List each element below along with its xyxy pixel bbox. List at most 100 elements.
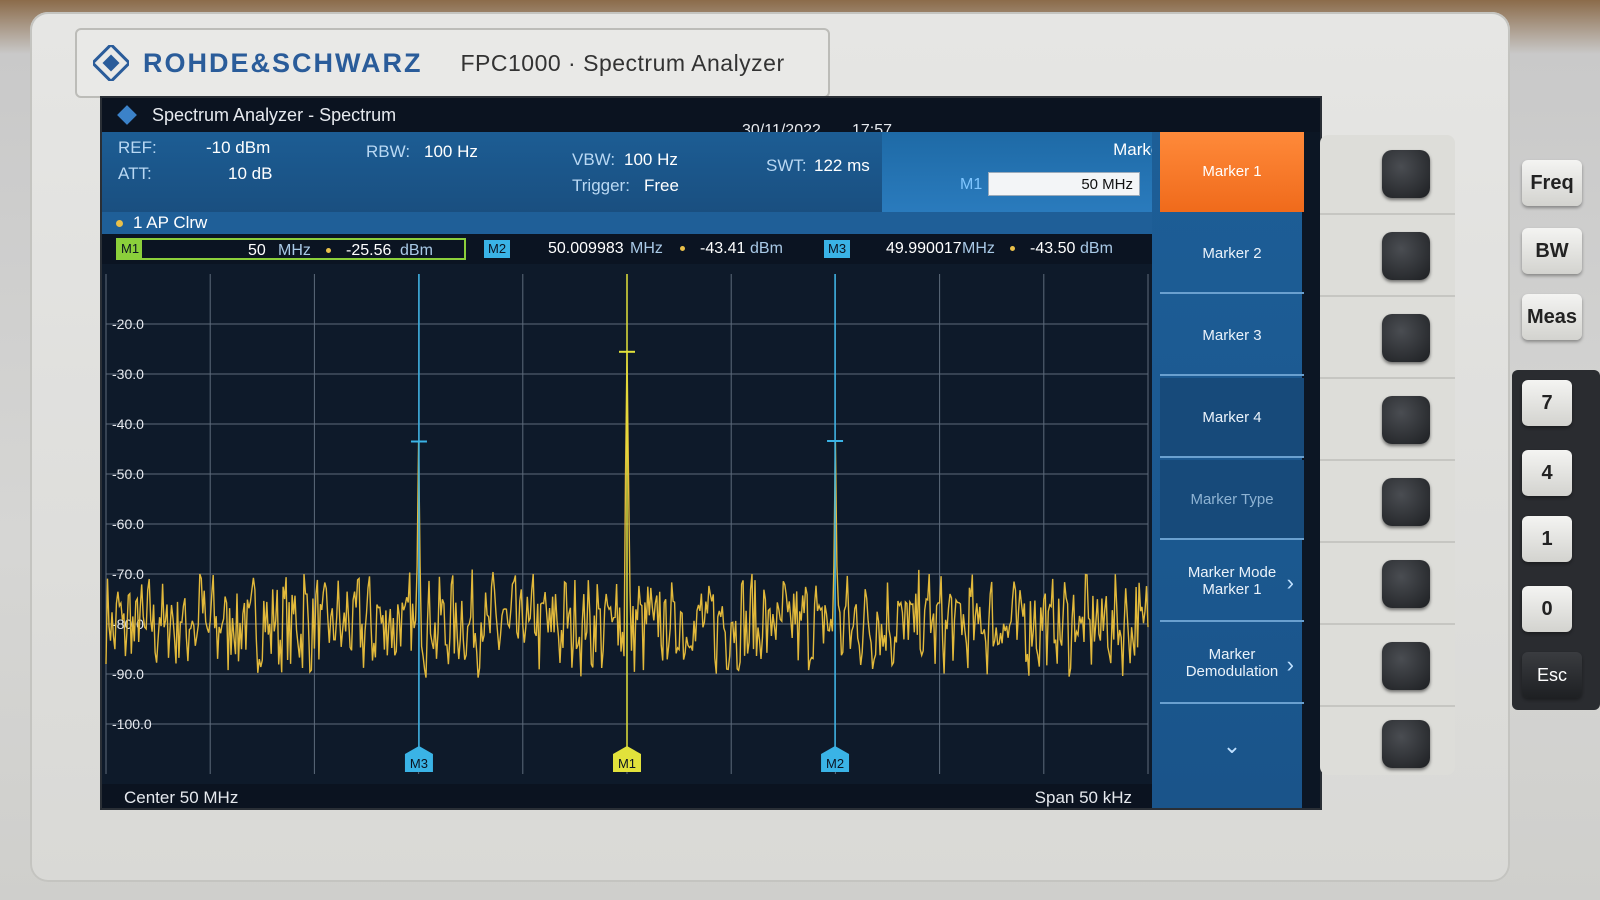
marker-2-freq: 50.009983	[548, 240, 624, 257]
softkey-marker-3[interactable]: Marker 3	[1160, 296, 1304, 376]
key-0[interactable]: 0	[1522, 586, 1572, 632]
hardware-softkey-column	[1320, 135, 1455, 775]
softkey-marker-type-label: Marker Type	[1190, 490, 1274, 508]
marker-2-freq-unit: MHz	[630, 240, 663, 257]
softkey-marker-1-label: Marker 1	[1202, 162, 1262, 180]
y-tick-label: -40.0	[112, 416, 144, 432]
softkey-marker-1[interactable]: Marker 1	[1160, 132, 1304, 212]
marker-1-tag: M1	[118, 240, 143, 258]
y-tick-label: -70.0	[112, 566, 144, 582]
rs-logo-icon	[117, 105, 137, 125]
marker-flag-label: M1	[618, 756, 636, 771]
marker-3-freq-unit: MHz	[962, 240, 995, 257]
key-1[interactable]: 1	[1522, 516, 1572, 562]
chevron-right-icon: ›	[1286, 652, 1294, 677]
marker-1-readout[interactable]: M1 50 MHz -25.56 dBm	[116, 238, 466, 260]
hardware-softkey-3[interactable]	[1382, 314, 1430, 362]
softkey-more[interactable]: ⌄	[1160, 706, 1304, 786]
ref-label: REF:	[118, 138, 157, 157]
hardware-softkey-7[interactable]	[1382, 642, 1430, 690]
marker-header: Marker M1 50 MHz	[882, 132, 1182, 212]
key-7[interactable]: 7	[1522, 380, 1572, 426]
hardware-softkey-6[interactable]	[1382, 560, 1430, 608]
trace-mode[interactable]: 1 AP Clrw	[133, 213, 208, 232]
softkey-marker-2-label: Marker 2	[1202, 244, 1262, 262]
hardware-softkey-2[interactable]	[1382, 232, 1430, 280]
trace-dot-icon	[116, 219, 123, 227]
marker-3-bullet-icon	[1010, 246, 1015, 251]
marker-2-bullet-icon	[680, 246, 685, 251]
marker-3-level: -43.50	[1030, 240, 1076, 257]
marker-1-level: -25.56	[346, 242, 392, 259]
brand-name: ROHDE&SCHWARZ	[143, 47, 423, 78]
marker-frequency-input[interactable]: 50 MHz	[988, 172, 1140, 196]
y-tick-label: -80.0	[112, 616, 144, 632]
marker-1-level-unit: dBm	[400, 242, 433, 259]
y-tick-label: -20.0	[112, 316, 144, 332]
marker-1-bullet-icon	[326, 248, 331, 253]
y-tick-label: -90.0	[112, 666, 144, 682]
divider	[1320, 705, 1455, 707]
hardware-softkey-5[interactable]	[1382, 478, 1430, 526]
divider	[1320, 541, 1455, 543]
softkey-menu: Marker 1 Marker 2 Marker 3 Marker 4 Mark…	[1152, 132, 1304, 808]
softkey-marker-4[interactable]: Marker 4	[1160, 378, 1304, 458]
trigger-value[interactable]: Free	[644, 176, 679, 195]
att-label: ATT:	[118, 164, 152, 183]
meas-key[interactable]: Meas	[1522, 294, 1582, 340]
brand-bar: ROHDE&SCHWARZ FPC1000 · Spectrum Analyze…	[75, 28, 830, 98]
title-bar: Spectrum Analyzer - Spectrum 30/11/2022 …	[102, 98, 1320, 139]
chevron-right-icon: ›	[1286, 570, 1294, 595]
span[interactable]: Span 50 kHz	[1034, 788, 1132, 807]
marker-readout-row: M1 50 MHz -25.56 dBm M2 50.009983 MHz -4…	[102, 234, 1182, 264]
rbw-label: RBW:	[366, 142, 411, 161]
marker-flag-m2	[821, 746, 850, 772]
vbw-label: VBW:	[572, 150, 616, 169]
marker-3-tag[interactable]: M3	[824, 240, 851, 258]
divider	[1320, 377, 1455, 379]
softkey-marker-3-label: Marker 3	[1202, 326, 1262, 344]
softkey-marker-type[interactable]: Marker Type	[1160, 460, 1304, 540]
softkey-marker-2[interactable]: Marker 2	[1160, 214, 1304, 294]
bw-key[interactable]: BW	[1522, 228, 1582, 274]
hardware-softkey-4[interactable]	[1382, 396, 1430, 444]
softkey-marker-demodulation-label: Marker Demodulation	[1185, 646, 1279, 680]
rbw-value[interactable]: 100 Hz	[424, 142, 478, 161]
key-4[interactable]: 4	[1522, 450, 1572, 496]
marker-flag-m1	[613, 746, 641, 772]
hardware-softkey-1[interactable]	[1382, 150, 1430, 198]
divider	[1320, 459, 1455, 461]
marker-3-level-unit: dBm	[1080, 240, 1113, 257]
model-name: FPC1000 · Spectrum Analyzer	[460, 49, 785, 76]
marker-input-label: M1	[960, 176, 983, 193]
y-tick-label: -100.0	[112, 716, 152, 732]
vbw-value[interactable]: 100 Hz	[624, 150, 678, 169]
freq-key[interactable]: Freq	[1522, 160, 1582, 206]
hardware-softkey-8[interactable]	[1382, 720, 1430, 768]
chevron-down-icon: ⌄	[1222, 733, 1242, 758]
softkey-marker-demodulation[interactable]: Marker Demodulation ›	[1160, 624, 1304, 704]
y-tick-label: -50.0	[112, 466, 144, 482]
marker-2-level: -43.41	[700, 240, 746, 257]
center-frequency[interactable]: Center 50 MHz	[124, 788, 239, 807]
marker-flag-label: M3	[410, 756, 428, 771]
rs-logo-icon	[93, 45, 129, 81]
marker-1-freq: 50	[248, 242, 266, 259]
marker-1-freq-unit: MHz	[278, 242, 311, 259]
swt-value[interactable]: 122 ms	[814, 156, 870, 175]
softkey-marker-mode[interactable]: Marker Mode Marker 1 ›	[1160, 542, 1304, 622]
divider	[1320, 623, 1455, 625]
marker-flag-m3	[404, 746, 433, 772]
esc-key[interactable]: Esc	[1522, 652, 1582, 698]
softkey-marker-mode-label: Marker Mode Marker 1	[1187, 564, 1277, 598]
hardware-keypad: Freq BW Meas 7 4 1 0 Esc	[1512, 140, 1600, 840]
swt-label: SWT:	[766, 156, 807, 175]
softkey-marker-4-label: Marker 4	[1202, 408, 1262, 426]
bottom-bar: Center 50 MHz Span 50 kHz	[102, 784, 1152, 808]
divider	[1320, 213, 1455, 215]
marker-2-tag[interactable]: M2	[484, 240, 511, 258]
ref-value[interactable]: -10 dBm	[206, 138, 271, 157]
analyzer-screen: Spectrum Analyzer - Spectrum 30/11/2022 …	[100, 96, 1322, 810]
att-value[interactable]: 10 dB	[228, 164, 273, 183]
spectrum-plot[interactable]: -20.0 -30.0 -40.0 -50.0 -60.0 -70.0 -80.0 -90.0…	[102, 264, 1152, 784]
